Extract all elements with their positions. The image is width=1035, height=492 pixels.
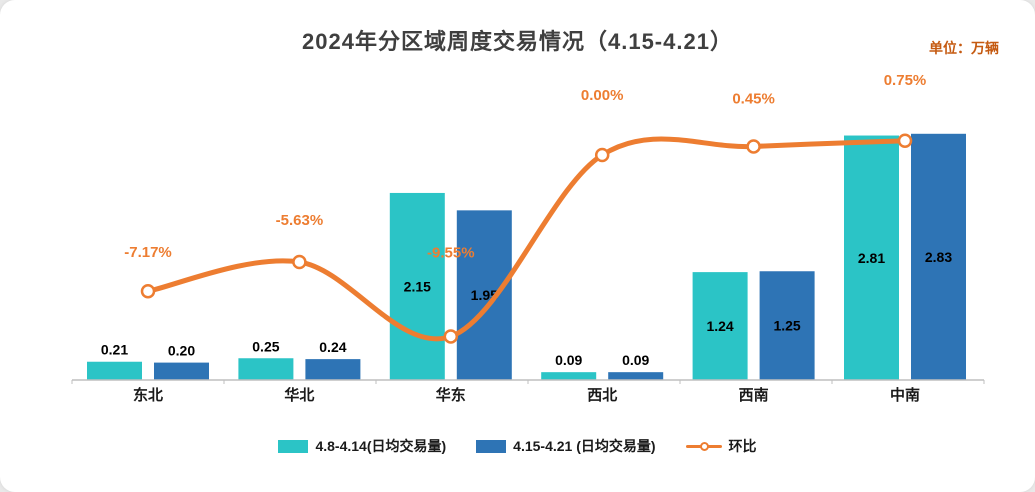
ratio-line-marker [443, 329, 459, 344]
bar-value-label: 0.20 [168, 343, 195, 359]
bar [541, 372, 597, 380]
bar [911, 133, 966, 380]
legend-swatch-teal [278, 439, 309, 453]
legend-label-week2: 4.15-4.21 (日均交易量) [513, 438, 656, 454]
bar [456, 210, 512, 380]
pct-label: 0.75% [884, 72, 927, 89]
legend-label-ratio: 环比 [728, 438, 757, 454]
bar [87, 361, 142, 380]
chart-title: 2024年分区域周度交易情况（4.15-4.21） [302, 29, 733, 54]
category-label: 华东 [436, 386, 466, 404]
category-label: 华北 [284, 386, 314, 404]
pct-label: 0.00% [581, 87, 624, 104]
category-label: 西北 [587, 387, 617, 404]
bar-value-label: 0.21 [101, 342, 128, 358]
bar [608, 372, 664, 380]
category-label: 东北 [133, 386, 163, 404]
bar-value-label: 2.81 [858, 250, 885, 266]
bar-value-label: 2.83 [925, 249, 952, 265]
ratio-line-marker [140, 283, 156, 299]
legend-item-week1: 4.8-4.14(日均交易量) [278, 436, 446, 456]
pct-label: -5.63% [276, 212, 324, 229]
legend-line-marker-icon [685, 439, 722, 453]
ratio-line-marker [897, 133, 913, 148]
bar [154, 362, 209, 380]
legend-item-ratio: 环比 [685, 436, 757, 456]
unit-label: 单位：万辆 [929, 40, 999, 56]
legend-swatch-blue [476, 439, 507, 453]
legend-label-week1: 4.8-4.14(日均交易量) [315, 438, 447, 454]
bar-value-label: 2.15 [404, 278, 431, 294]
bar [692, 272, 748, 380]
bar-value-label: 0.09 [555, 352, 582, 368]
bar-value-label: 0.25 [252, 338, 279, 354]
bar-value-label: 0.09 [622, 352, 649, 368]
ratio-line-marker [746, 139, 761, 154]
bar [305, 359, 361, 380]
ratio-line-marker [292, 254, 307, 270]
ratio-line-path [145, 136, 908, 342]
bar [389, 192, 445, 380]
pct-label: -7.17% [124, 244, 172, 261]
ratio-line-marker [594, 147, 610, 163]
chart-legend: 4.8-4.14(日均交易量) 4.15-4.21 (日均交易量) 环比 [0, 436, 1035, 456]
pct-label: 0.45% [732, 90, 775, 107]
bar [238, 358, 294, 380]
category-label: 西南 [739, 386, 769, 404]
bar [759, 271, 815, 380]
category-label: 中南 [890, 386, 920, 404]
bar-value-label: 1.24 [706, 318, 733, 334]
legend-item-week2: 4.15-4.21 (日均交易量) [476, 436, 656, 456]
bar-value-label: 1.25 [773, 318, 800, 334]
bar-value-label: 0.24 [319, 339, 346, 355]
pct-label: -9.55% [427, 244, 475, 261]
bar [844, 135, 899, 380]
